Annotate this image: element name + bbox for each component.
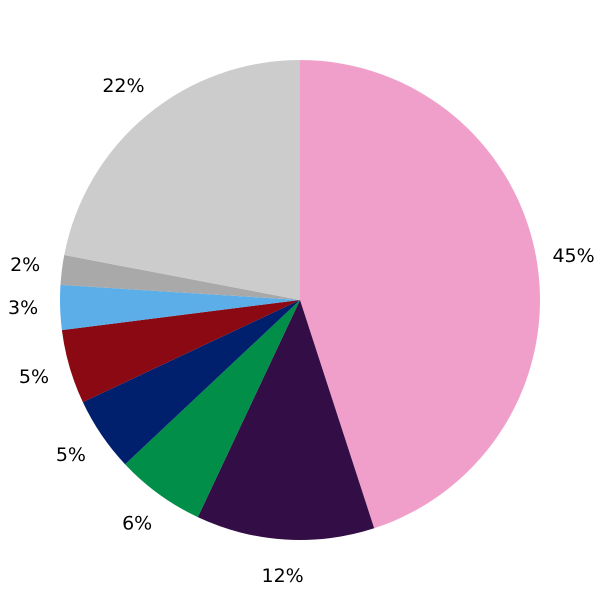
pie-slice <box>59 284 300 331</box>
slice-label: 22% <box>102 75 144 97</box>
slice-label: 3% <box>8 297 38 319</box>
pie-slice <box>61 300 300 403</box>
pie-slice <box>82 300 300 465</box>
slice-label: 45% <box>552 245 594 267</box>
pie-slice <box>64 60 300 300</box>
pie-slice <box>197 300 375 540</box>
pie-slice <box>60 255 300 300</box>
pie-slice <box>125 300 300 518</box>
slice-label: 6% <box>122 513 152 535</box>
slice-label: 5% <box>56 444 86 466</box>
slice-label: 5% <box>19 366 49 388</box>
slice-label: 2% <box>10 254 40 276</box>
slice-label: 12% <box>261 565 303 587</box>
pie-slice <box>300 60 540 529</box>
